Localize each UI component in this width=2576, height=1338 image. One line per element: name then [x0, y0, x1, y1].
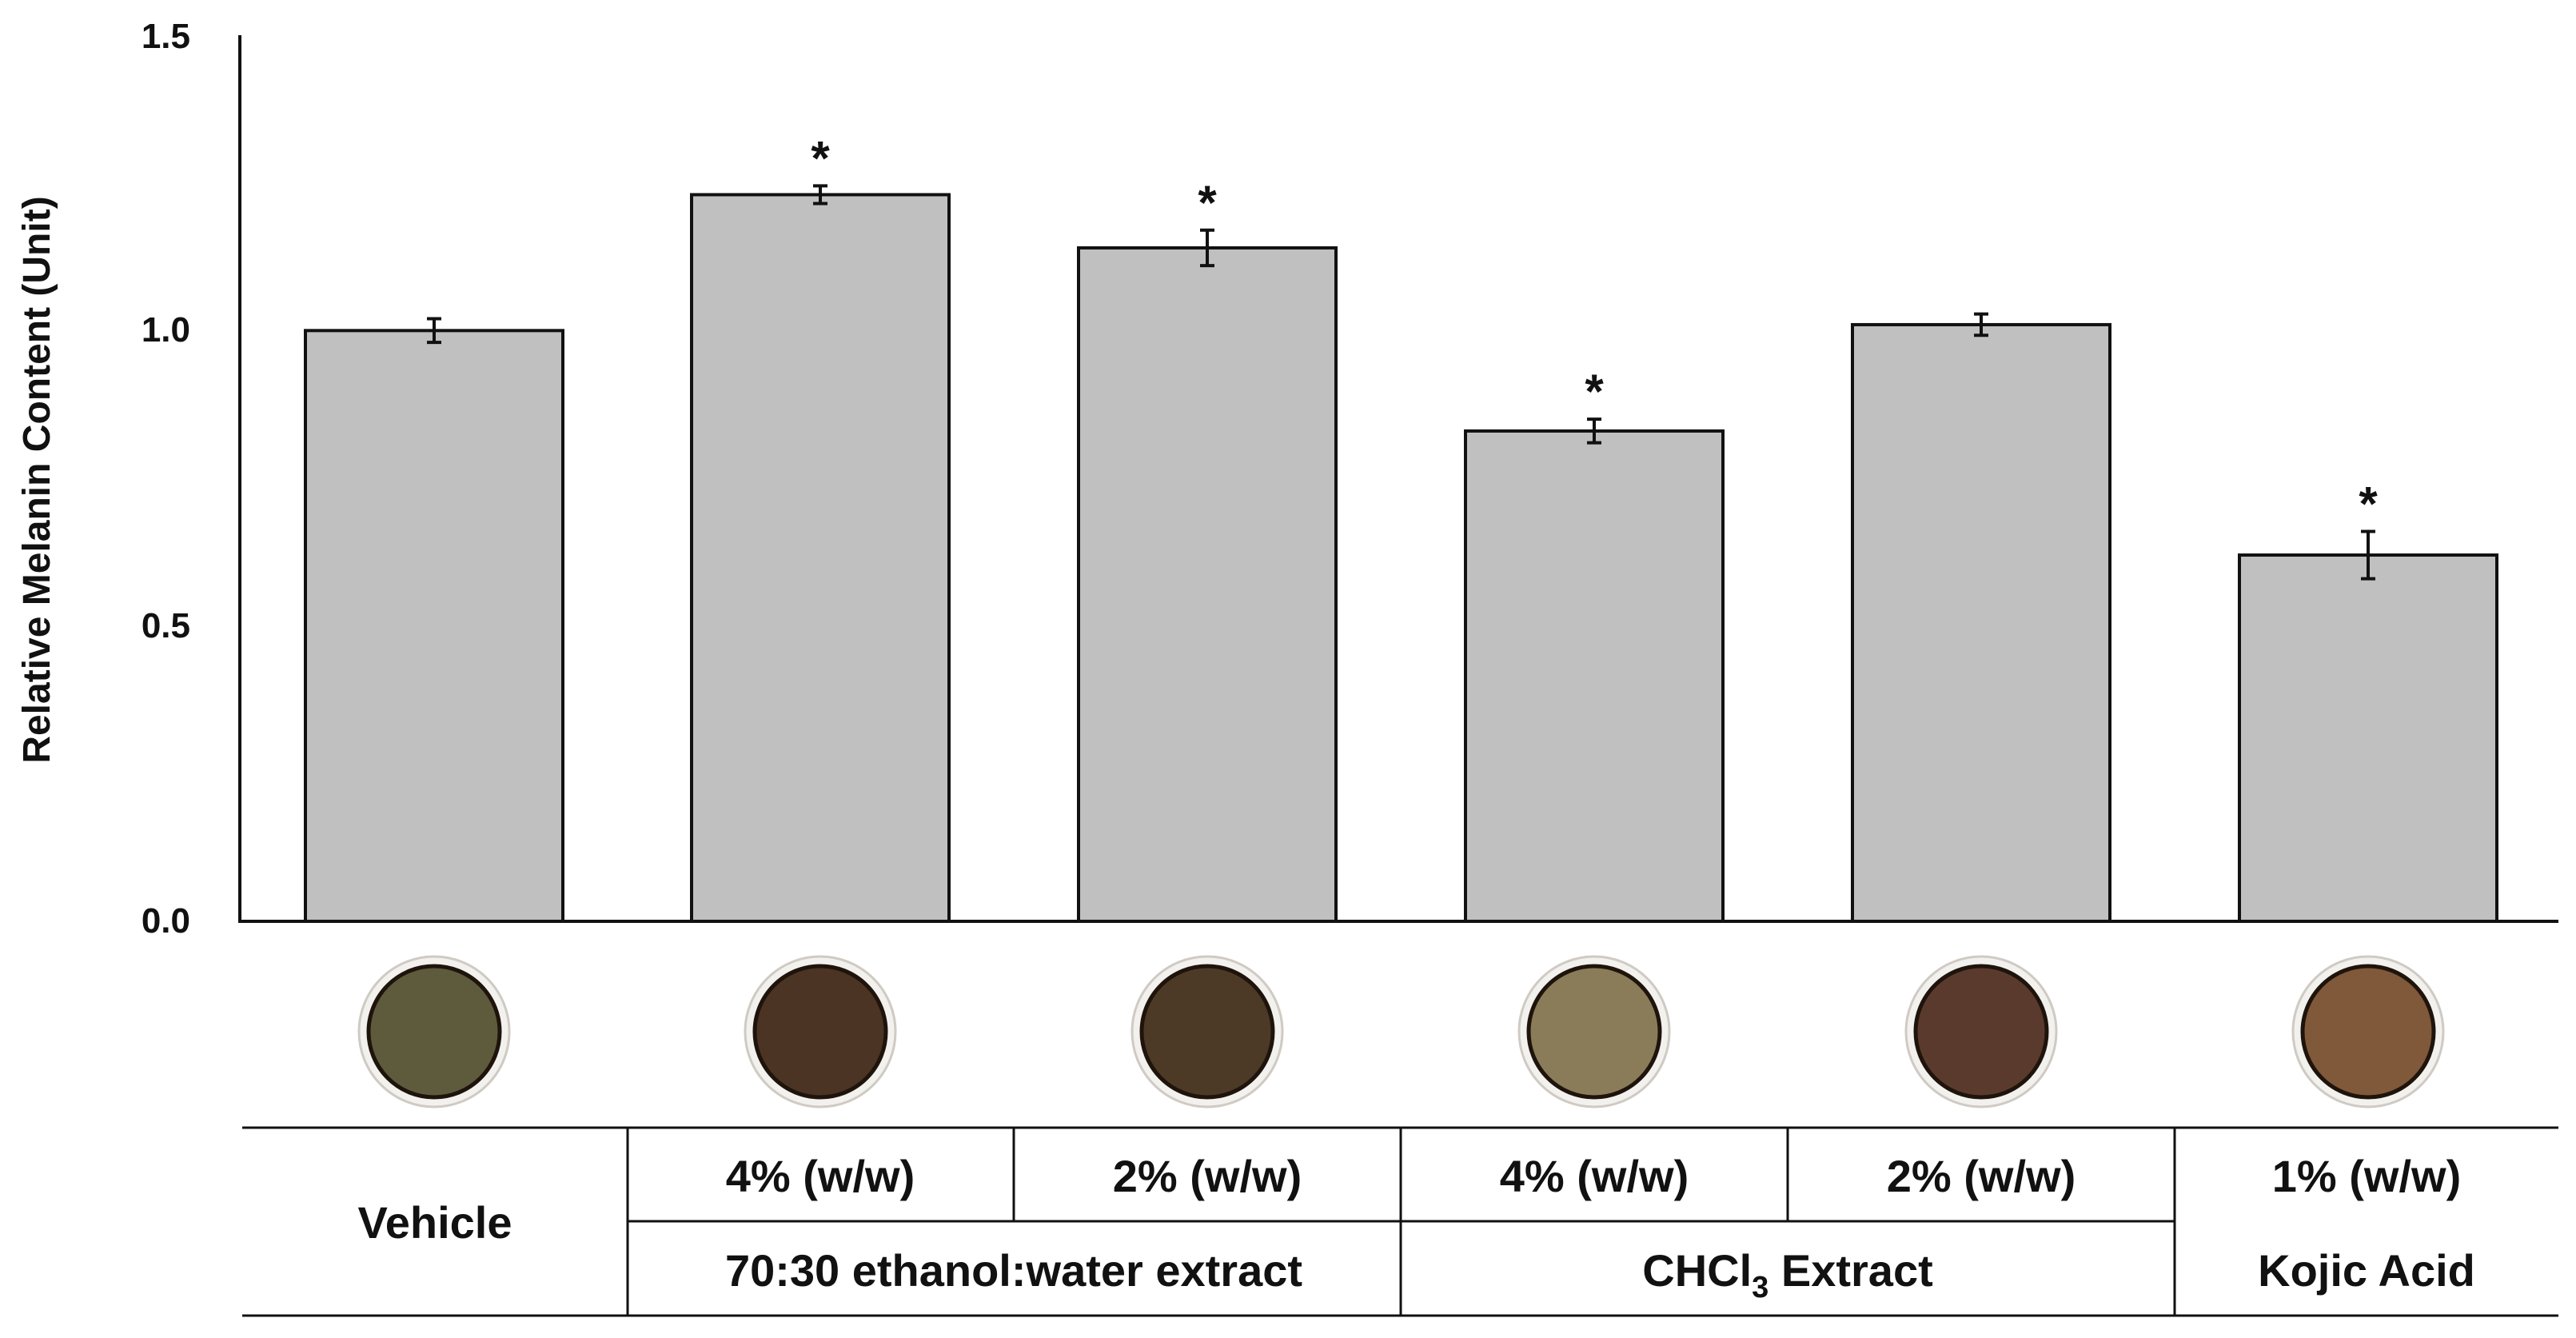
table-cell-concentration: 1% (w/w): [2272, 1151, 2461, 1201]
chcl3-prefix: CHCl: [1642, 1245, 1752, 1296]
significance-marker: *: [1585, 365, 1604, 418]
sample-pellet-image: [1916, 966, 2047, 1097]
sample-pellet-image: [1529, 966, 1660, 1097]
table-cell-concentration: 4% (w/w): [726, 1151, 915, 1201]
table-cell-group-ethanol: 70:30 ethanol:water extract: [725, 1245, 1302, 1296]
table-cell-vehicle: Vehicle: [357, 1197, 512, 1248]
category-table: [242, 1128, 2558, 1316]
y-tick-label: 1.5: [142, 17, 190, 56]
y-tick-label: 0.5: [142, 606, 190, 645]
bar: [1465, 431, 1723, 921]
sample-pellet-image: [755, 966, 886, 1097]
sample-pellet-image: [1142, 966, 1273, 1097]
bar: [2239, 555, 2497, 921]
melanin-chart: Relative Melanin Content (Unit) 0.0 0.5 …: [0, 0, 2576, 1338]
chcl3-suffix: Extract: [1769, 1245, 1932, 1296]
significance-marker: *: [1198, 176, 1217, 230]
sample-pellet-image: [2303, 966, 2434, 1097]
sample-images-layer: [359, 957, 2443, 1107]
table-cell-group-chcl3: CHCl3 Extract: [1642, 1245, 1932, 1304]
y-tick-label: 1.0: [142, 310, 190, 349]
table-cell-group-kojic: Kojic Acid: [2258, 1245, 2475, 1296]
table-cell-concentration: 4% (w/w): [1500, 1151, 1689, 1201]
bar: [692, 194, 949, 921]
bar: [305, 330, 563, 921]
chcl3-subscript: 3: [1752, 1271, 1769, 1304]
y-axis-title: Relative Melanin Content (Unit): [16, 196, 58, 763]
significance-marker: *: [811, 131, 830, 185]
y-tick-label: 0.0: [142, 901, 190, 941]
table-cell-concentration: 2% (w/w): [1887, 1151, 2076, 1201]
bars-layer: * * * *: [305, 131, 2497, 921]
bar: [1079, 248, 1336, 921]
table-cell-concentration: 2% (w/w): [1113, 1151, 1302, 1201]
significance-marker: *: [2359, 477, 2378, 530]
bar: [1852, 325, 2110, 921]
sample-pellet-image: [369, 966, 500, 1097]
